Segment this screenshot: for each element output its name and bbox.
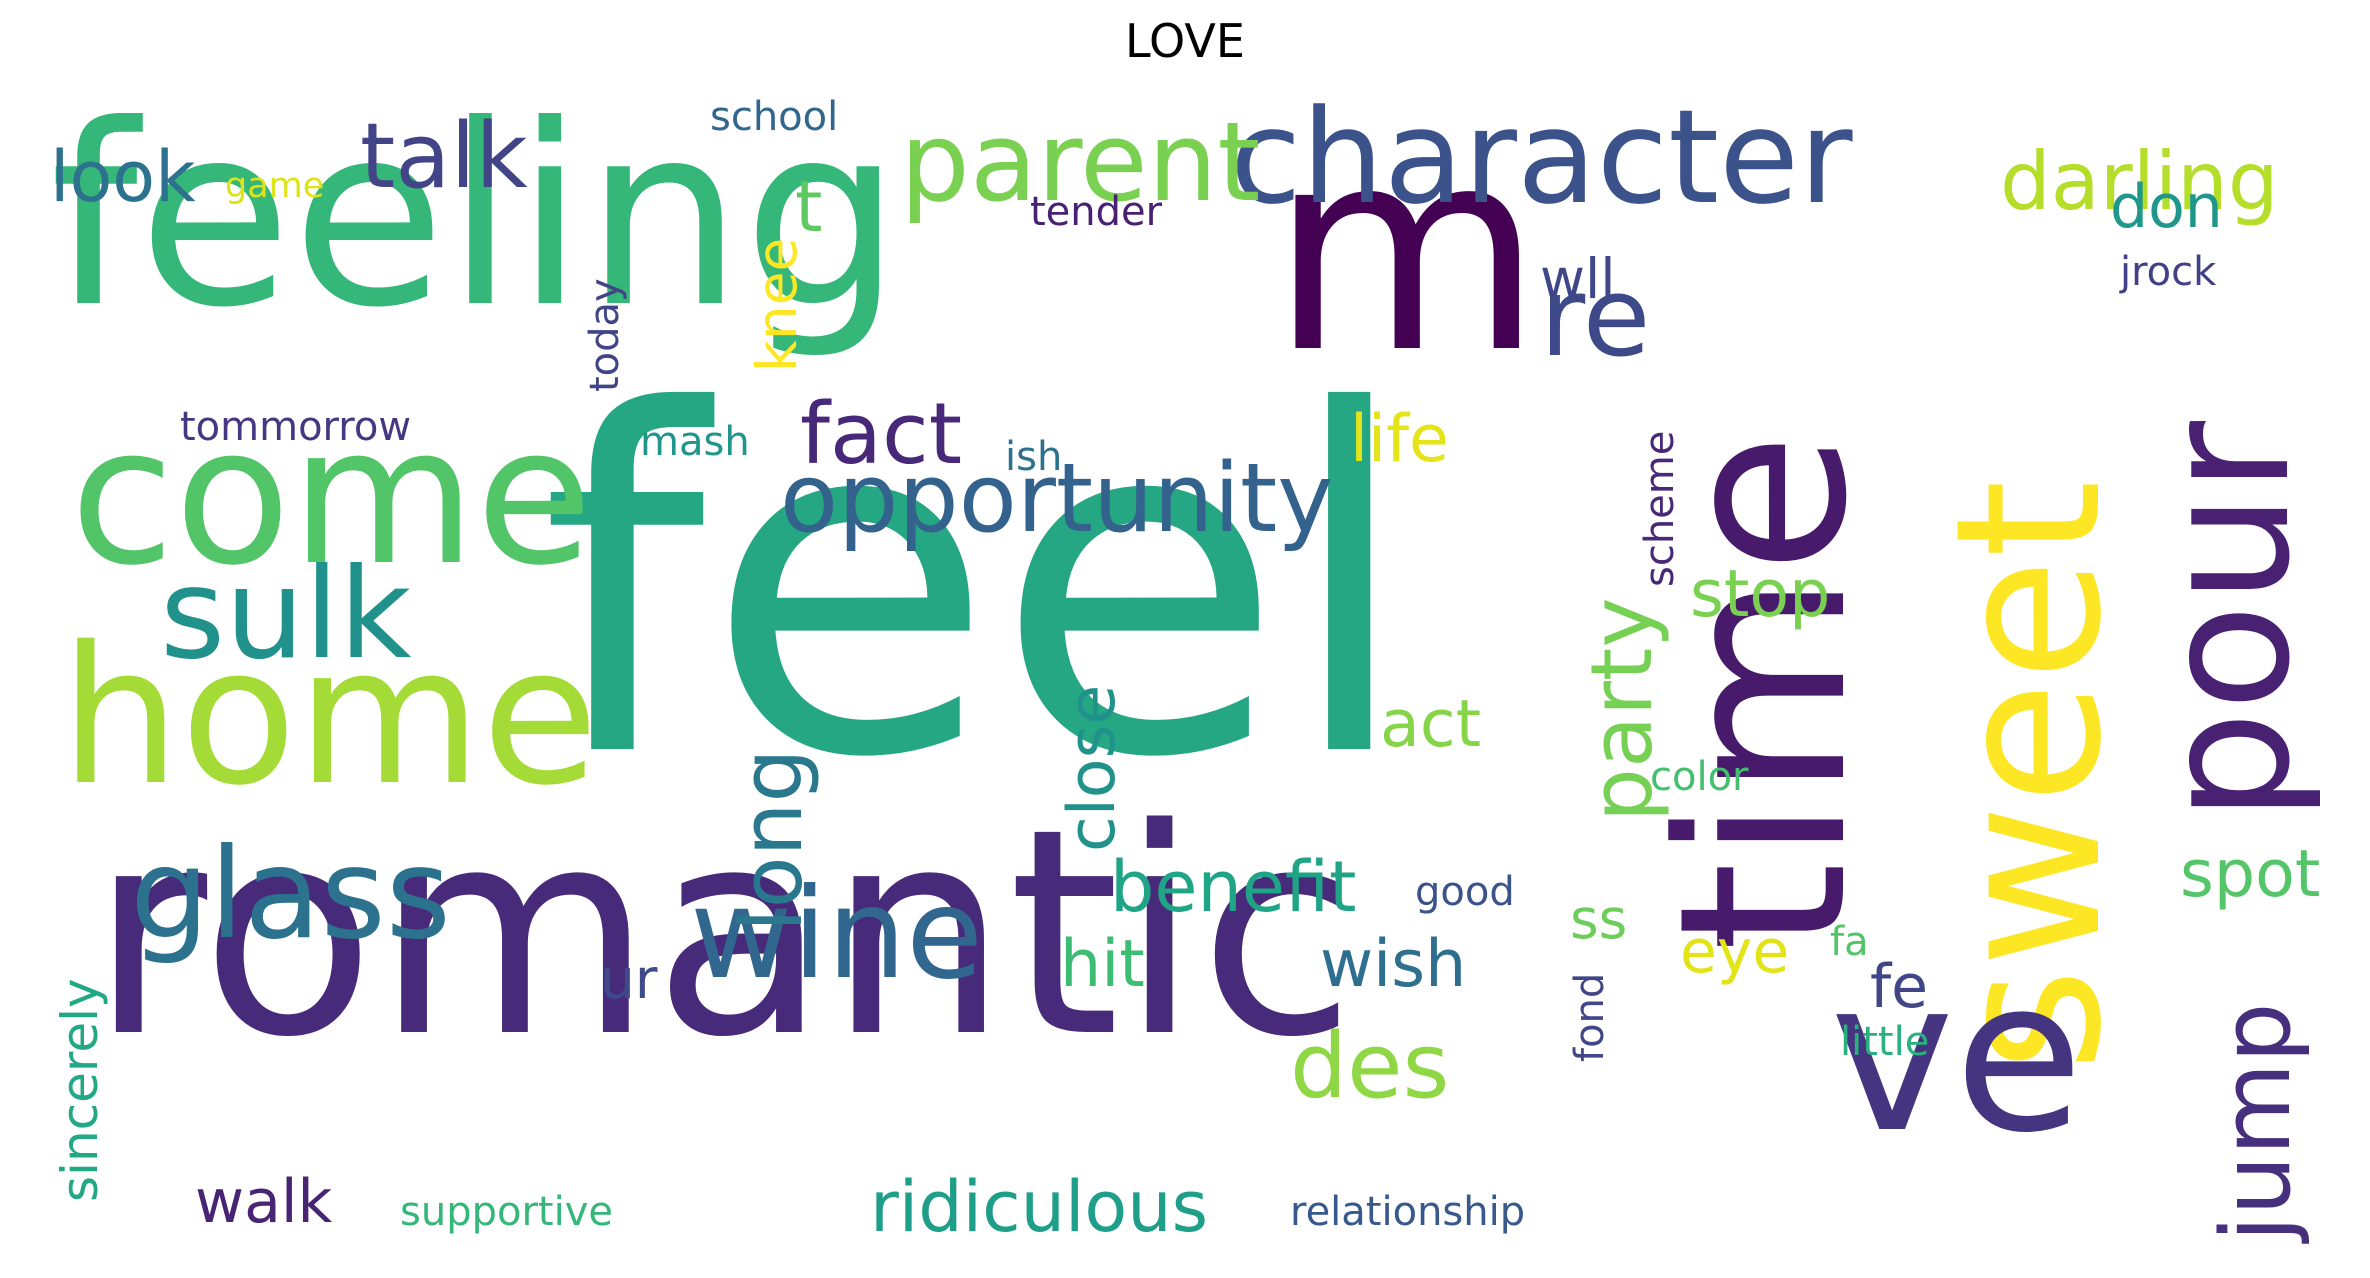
word-supportive: supportive: [400, 1189, 613, 1235]
word-cloud: feel romantic feeling m time sweet ve come home p…: [50, 92, 2320, 1252]
word-ridiculous: ridiculous: [870, 1166, 1209, 1248]
word-close: close: [1055, 684, 1130, 852]
word-look: look: [50, 136, 196, 218]
word-walk: walk: [195, 1167, 333, 1237]
word-feeling: feeling: [50, 92, 902, 362]
word-eye: eye: [1680, 917, 1790, 987]
word-fond: fond: [1567, 972, 1613, 1062]
word-fa: fa: [1830, 919, 1869, 965]
word-don: don: [2110, 172, 2223, 242]
word-mash: mash: [640, 419, 750, 465]
word-wine: wine: [690, 862, 984, 1007]
word-color: color: [1650, 754, 1749, 800]
word-good: good: [1415, 869, 1515, 915]
word-jrock: jrock: [2120, 249, 2217, 295]
word-romantic: romantic: [90, 768, 1356, 1100]
wordcloud-title: LOVE: [1125, 14, 1245, 68]
word-feel: feel: [540, 313, 1415, 860]
word-ve: ve: [1830, 934, 2084, 1179]
word-long: long: [723, 748, 822, 932]
word-opportunity: opportunity: [780, 444, 1334, 554]
word-little: little: [1840, 1019, 1930, 1065]
word-come: come: [70, 386, 593, 607]
word-spot: spot: [2180, 837, 2320, 912]
word-life: life: [1350, 402, 1449, 477]
word-talk: talk: [360, 104, 528, 209]
word-darling: darling: [2000, 135, 2279, 228]
word-time: time: [1631, 432, 1898, 952]
word-glass: glass: [130, 822, 451, 967]
word-pour: pour: [2126, 420, 2320, 822]
word-fe: fe: [1870, 952, 1929, 1022]
word-fact: fact: [800, 385, 963, 484]
word-tommorrow: tommorrow: [180, 404, 412, 450]
word-re: re: [1540, 253, 1651, 381]
word-hit: hit: [1060, 927, 1145, 1002]
word-stop: stop: [1690, 557, 1831, 632]
word-today: today: [582, 278, 628, 392]
word-school: school: [710, 94, 839, 140]
word-character: character: [1230, 92, 1853, 233]
word-ur: ur: [600, 947, 658, 1011]
word-sulk: sulk: [160, 542, 412, 687]
word-act: act: [1380, 687, 1482, 762]
word-relationship: relationship: [1290, 1189, 1526, 1235]
word-des: des: [1290, 1014, 1450, 1119]
word-t: t: [795, 166, 823, 248]
word-scheme: scheme: [1637, 430, 1683, 587]
word-ish: ish: [1005, 434, 1063, 480]
word-game: game: [225, 166, 325, 206]
word-jump: jump: [2202, 1002, 2312, 1242]
word-benefit: benefit: [1110, 846, 1357, 928]
word-knee: knee: [745, 237, 809, 372]
word-home: home: [60, 606, 599, 827]
word-parent: parent: [900, 98, 1261, 226]
word-wish: wish: [1320, 927, 1467, 1002]
word-ss: ss: [1570, 887, 1628, 951]
word-tender: tender: [1030, 189, 1163, 235]
word-m: m: [1270, 92, 1543, 415]
word-sincerely: sincerely: [51, 978, 109, 1202]
word-wll: wll: [1540, 247, 1616, 311]
